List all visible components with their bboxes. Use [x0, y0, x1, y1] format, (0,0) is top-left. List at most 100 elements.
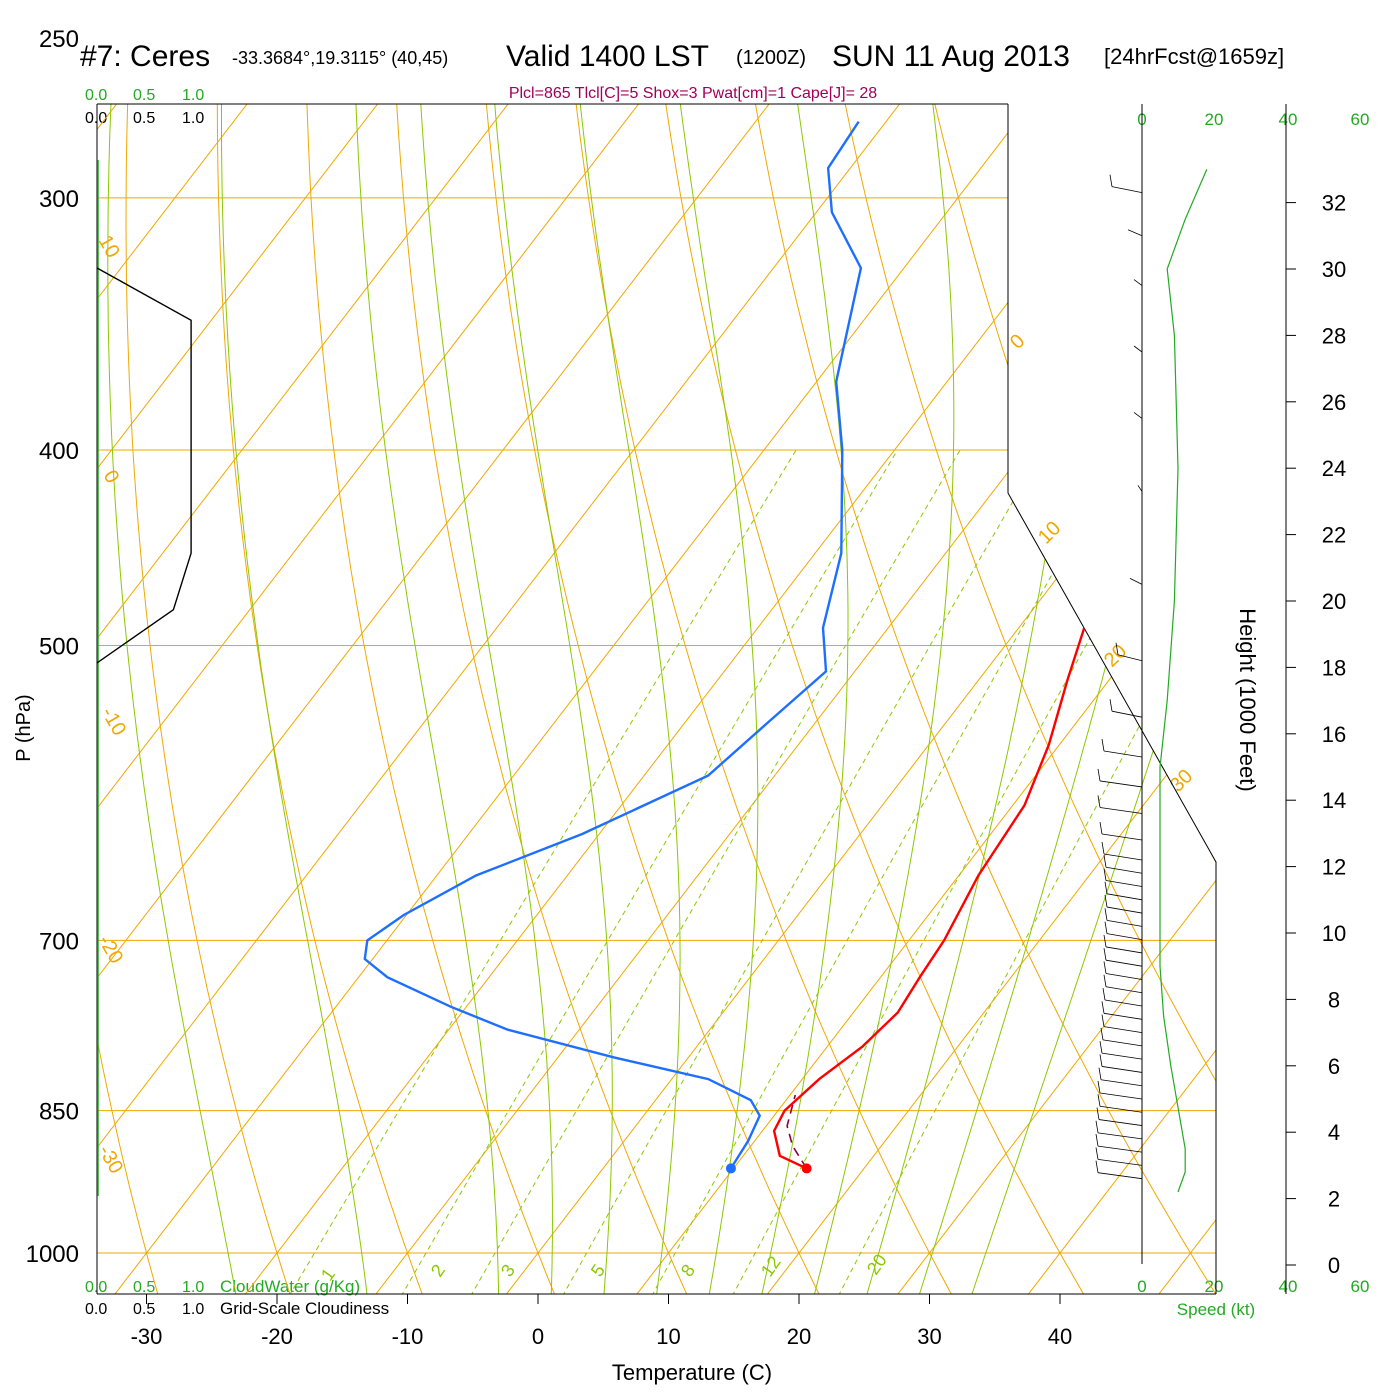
mixing-ratio-label: 3	[497, 1261, 519, 1281]
height-tick-label: 6	[1328, 1054, 1340, 1079]
height-tick-label: 26	[1322, 390, 1346, 415]
bottom-cloud-scale: 0.0 0.5 1.0 CloudWater (g/Kg) 0.0 0.5 1.…	[85, 1277, 389, 1318]
speed-top-60: 60	[1351, 110, 1370, 129]
dry-adiabat-line	[1161, 104, 1216, 1294]
dry-adiabat-line	[125, 104, 294, 1294]
pressure-tick-label: 300	[39, 186, 79, 213]
isotherm-line	[896, 104, 1216, 1294]
dry-adiabat-line	[561, 104, 958, 1294]
wind-barb	[1102, 1039, 1143, 1047]
parcel-line	[786, 1094, 808, 1169]
height-tick-label: 0	[1328, 1253, 1340, 1278]
isotherm-line	[1026, 104, 1216, 1294]
surface-temperature-marker	[801, 1163, 812, 1174]
x-axis-label: Temperature (C)	[612, 1360, 772, 1385]
dry-adiabat-line	[216, 104, 427, 1294]
bottom-black-scale-2: 1.0	[182, 1301, 204, 1318]
speed-top-40: 40	[1279, 110, 1298, 129]
moist-adiabat-line	[487, 104, 613, 1294]
pressure-tick-label: 250	[39, 26, 79, 53]
wind-barb	[1106, 919, 1143, 927]
top-cloud-scale: 0.0 0.5 1.0 0.0 0.5 1.0	[85, 87, 204, 127]
isotherm-line	[97, 104, 848, 1294]
x-tick-label: 40	[1048, 1324, 1072, 1349]
wind-barb-flag	[1104, 895, 1108, 908]
wind-barb	[1105, 946, 1143, 954]
height-tick-label: 8	[1328, 987, 1340, 1012]
wind-barb	[1133, 279, 1143, 286]
dry-adiabat-line	[97, 104, 162, 1294]
dry-adiabat-line	[647, 104, 1090, 1294]
bottom-green-scale-2: 1.0	[182, 1279, 204, 1296]
speed-label: Speed (kt)	[1177, 1300, 1255, 1319]
wind-barb-flag	[1095, 1147, 1099, 1160]
isotherm-line	[97, 104, 587, 1294]
isotherm-line	[97, 104, 718, 1294]
wind-barb	[1103, 1012, 1143, 1020]
wind-barb-flag	[1099, 1054, 1103, 1067]
wind-barb-flag	[1101, 1014, 1105, 1027]
top-green-scale-1: 0.5	[133, 87, 155, 104]
x-tick-label: -30	[131, 1324, 163, 1349]
top-green-scale-2: 1.0	[182, 87, 204, 104]
speed-scale: 0 20 40 60 0 20 40 60 Speed (kt)	[1137, 110, 1369, 1319]
speed-bottom-20: 20	[1205, 1277, 1224, 1296]
mixing-ratio-label: 8	[677, 1261, 699, 1281]
wind-barb	[1105, 866, 1143, 874]
wind-barb	[1133, 412, 1143, 419]
wind-barb	[1104, 999, 1143, 1007]
height-tick-label: 20	[1322, 589, 1346, 614]
mixing-ratio-line	[283, 449, 797, 1294]
moist-adiabat-line	[811, 104, 955, 1294]
mixing-ratio-line	[396, 449, 898, 1294]
wind-barb-flag	[1095, 1160, 1099, 1173]
wind-barb	[1097, 1145, 1143, 1153]
wind-barb-flag	[1097, 768, 1101, 781]
dry-adiabat-line	[304, 104, 560, 1294]
wind-barb	[1100, 1079, 1143, 1087]
dry-adiabat-label: 10	[1034, 517, 1065, 548]
isotherm-line	[1157, 104, 1216, 1294]
wind-barb	[1098, 1119, 1143, 1126]
wind-barb-flag	[1095, 1134, 1099, 1147]
mixing-ratio-line	[646, 449, 1124, 1294]
wind-barb	[1106, 933, 1143, 941]
moist-adiabat-line	[570, 104, 681, 1294]
top-green-scale-0: 0.0	[85, 87, 107, 104]
forecast-info: [24hrFcst@1659z]	[1104, 44, 1284, 69]
moist-adiabat-line	[968, 104, 1216, 1294]
x-tick-label: 0	[532, 1324, 544, 1349]
dry-adiabat-label: 0	[1006, 330, 1029, 353]
wind-barb	[1099, 807, 1143, 814]
height-tick-label: 14	[1322, 788, 1346, 813]
bottom-green-scale-1: 0.5	[133, 1279, 155, 1296]
sounding-indices: Plcl=865 Tlcl[C]=5 Shox=3 Pwat[cm]=1 Cap…	[509, 85, 877, 102]
wind-barb-flag	[1103, 934, 1107, 947]
height-tick-label: 22	[1322, 523, 1346, 548]
wind-barb-flag	[1097, 1094, 1101, 1107]
height-axis-label: Height (1000 Feet)	[1235, 608, 1260, 791]
dry-adiabat-label: 0	[99, 467, 124, 488]
pressure-tick-label: 500	[39, 634, 79, 661]
wind-barb	[1103, 1026, 1143, 1033]
wind-barb-flag	[1097, 1080, 1101, 1094]
dry-adiabat-line	[0, 0, 28, 1304]
dewpoint-line	[363, 120, 863, 1170]
mixing-ratio-label: 2	[427, 1261, 449, 1281]
wind-barb	[1106, 906, 1143, 914]
height-tick-label: 10	[1322, 921, 1346, 946]
station-coords: -33.3684°,19.3115° (40,45)	[232, 48, 448, 68]
cloudiness-line	[96, 267, 192, 664]
dry-adiabat-line	[390, 104, 692, 1294]
top-black-scale-2: 1.0	[182, 110, 204, 127]
temperature-line	[772, 120, 1216, 1170]
speed-bottom-0: 0	[1137, 1277, 1146, 1296]
pressure-tick-label: 700	[39, 928, 79, 955]
wind-barb	[1127, 229, 1143, 237]
wind-barb	[1111, 710, 1143, 718]
height-tick-label: 18	[1322, 655, 1346, 680]
dry-adiabat-line	[733, 104, 1216, 1294]
diagram-grid: 1 2 3 5 8 12 20	[0, 0, 1216, 1304]
height-tick-label: 12	[1322, 855, 1346, 880]
